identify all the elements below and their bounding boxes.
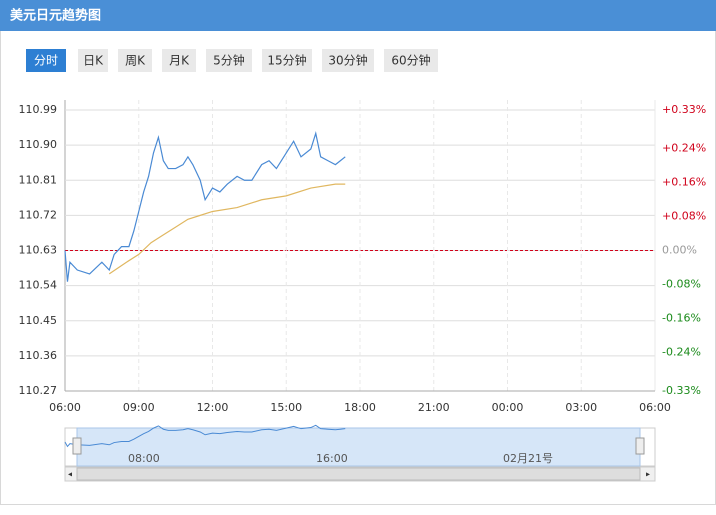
y-tick-label: 110.36: [19, 349, 58, 362]
scroll-left[interactable]: ◂: [68, 470, 72, 479]
y2-tick-label: +0.08%: [662, 209, 706, 222]
x-tick-label: 18:00: [344, 401, 376, 414]
y2-tick-label: +0.33%: [662, 103, 706, 116]
y-tick-label: 110.90: [19, 138, 58, 151]
y2-tick-label: -0.16%: [662, 312, 701, 325]
tab-label[interactable]: 30分钟: [328, 53, 367, 68]
y2-tick-label: 0.00%: [662, 244, 697, 257]
tab[interactable]: [384, 49, 438, 72]
y-tick-label: 110.72: [19, 208, 58, 221]
navigator-line: [64, 424, 346, 448]
x-tick-label: 06:00: [639, 401, 671, 414]
y-tick-label: 110.54: [19, 279, 58, 292]
tab-label[interactable]: 15分钟: [267, 53, 306, 68]
x-tick-label: 12:00: [197, 401, 229, 414]
navigator-handle[interactable]: [72, 437, 82, 455]
navigator-selection[interactable]: [76, 427, 641, 467]
x-tick-label: 09:00: [123, 401, 155, 414]
x-tick-label: 21:00: [418, 401, 450, 414]
x-tick-label: 06:00: [49, 401, 81, 414]
y-tick-label: 110.45: [19, 314, 58, 327]
y2-tick-label: -0.24%: [662, 346, 701, 359]
x-tick-label: 00:00: [492, 401, 524, 414]
scroll-right[interactable]: ▸: [646, 470, 650, 479]
y-tick-label: 110.81: [19, 173, 58, 186]
tab[interactable]: [26, 49, 66, 72]
navigator-label: 02月21号: [503, 452, 553, 465]
tab-label[interactable]: 月K: [169, 54, 190, 68]
header-title: 美元日元趋势图: [10, 8, 101, 24]
y2-tick-label: +0.16%: [662, 175, 706, 188]
y-tick-label: 110.63: [19, 244, 58, 257]
navigator-label: 16:00: [316, 452, 348, 465]
tab[interactable]: [162, 49, 196, 72]
header-bar: [0, 0, 716, 31]
series-line: [64, 131, 346, 282]
tab[interactable]: [206, 49, 252, 72]
x-tick-label: 15:00: [270, 401, 302, 414]
tab-label[interactable]: 60分钟: [391, 53, 430, 68]
tab[interactable]: [262, 49, 312, 72]
scrollbar-thumb[interactable]: [76, 467, 641, 481]
tab[interactable]: [118, 49, 152, 72]
navigator-handle[interactable]: [635, 437, 645, 455]
plot: 110.27 110.36 110.45 110.54 110.63 110.72 110.…: [19, 100, 706, 414]
tabs: 分时 日K 周K 月K 5分钟 15分钟 30分钟 60分钟: [26, 49, 438, 72]
y2-tick-label: -0.08%: [662, 278, 701, 291]
y2-tick-label: +0.24%: [662, 141, 706, 154]
tab-label[interactable]: 周K: [125, 54, 146, 68]
tab[interactable]: [78, 49, 108, 72]
y-tick-label: 110.99: [19, 103, 58, 116]
x-tick-label: 03:00: [565, 401, 597, 414]
tab-label[interactable]: 分时: [34, 54, 58, 68]
navigator-label: 08:00: [128, 452, 160, 465]
y2-tick-label: -0.33%: [662, 384, 701, 397]
tab-label[interactable]: 5分钟: [213, 53, 245, 68]
series-line: [108, 183, 346, 275]
tab-label[interactable]: 日K: [83, 54, 104, 68]
tab[interactable]: [322, 49, 374, 72]
y-tick-label: 110.27: [19, 384, 58, 397]
